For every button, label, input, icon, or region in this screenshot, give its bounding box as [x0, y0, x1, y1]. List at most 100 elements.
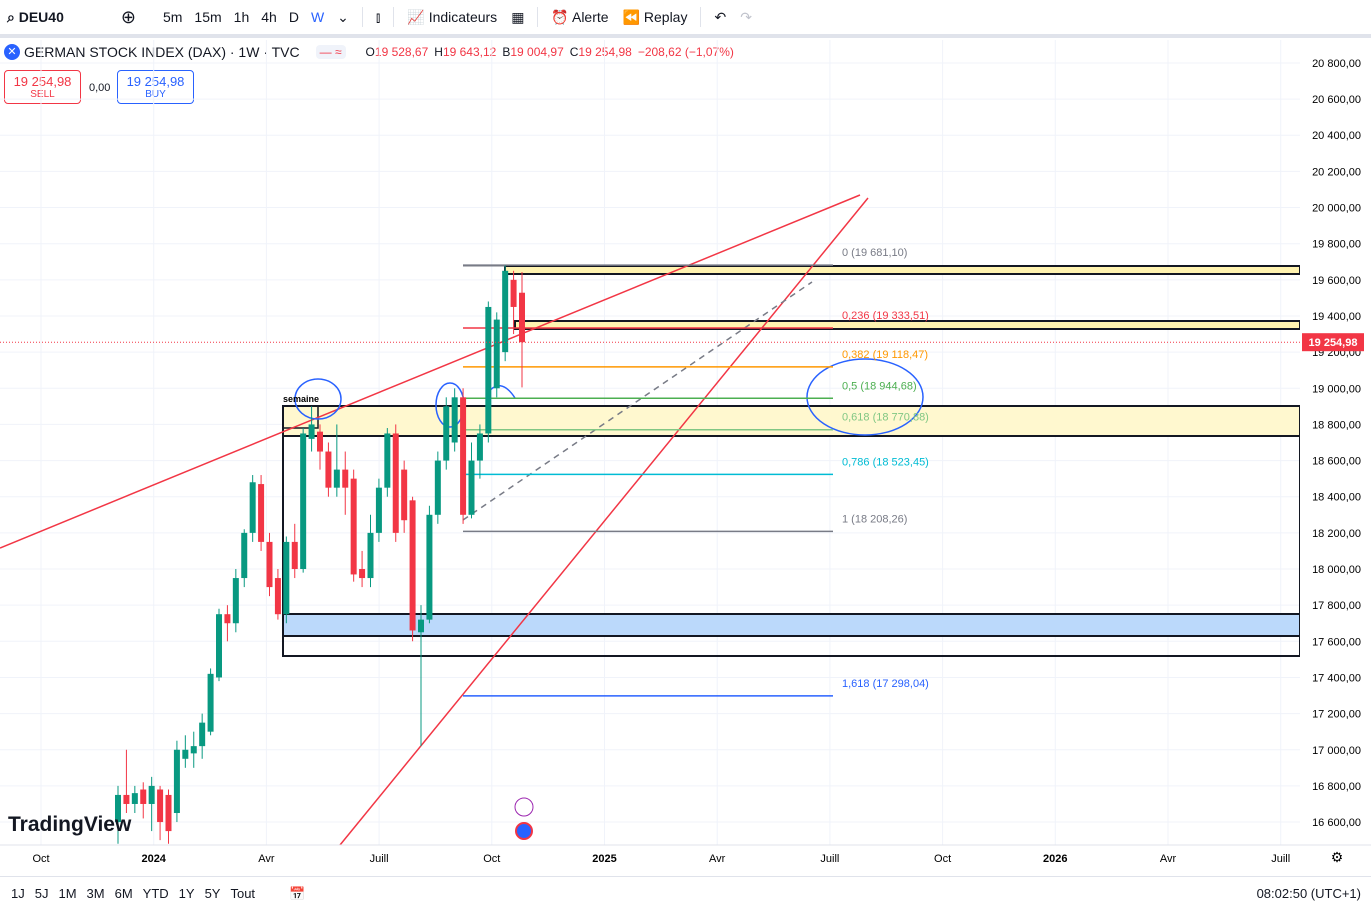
event-icon[interactable]	[515, 822, 533, 840]
interval[interactable]: W	[310, 9, 325, 25]
y-tick-label: 20 000,00	[1312, 203, 1361, 215]
candle-body	[384, 433, 391, 488]
y-tick-label: 19 800,00	[1312, 239, 1361, 251]
candle-body	[274, 578, 281, 615]
candle-body	[148, 785, 155, 804]
symbol-logo: ✕	[4, 44, 20, 60]
x-tick-label: Juill	[1271, 853, 1290, 865]
blue-zone	[282, 613, 1301, 637]
range[interactable]: 3M	[86, 886, 105, 901]
x-tick-label: Oct	[934, 853, 951, 865]
candle-body	[325, 451, 332, 488]
y-tick-label: 19 600,00	[1312, 275, 1361, 287]
y-tick-label: 16 600,00	[1312, 817, 1361, 829]
interval[interactable]: 15m	[194, 9, 222, 25]
date-range[interactable]: 📅	[289, 885, 306, 901]
redo[interactable]: ↷	[740, 8, 752, 25]
symbol-search[interactable]: ⌕ DEU40	[7, 8, 64, 25]
candle-body	[493, 319, 500, 389]
range[interactable]: Tout	[230, 886, 256, 901]
candle-body	[182, 749, 189, 759]
candle-body	[392, 433, 399, 533]
candle-body	[333, 469, 340, 488]
candle-body	[258, 484, 265, 542]
sell-label[interactable]: SELL	[30, 89, 55, 100]
interval[interactable]: 4h	[261, 9, 277, 25]
settings-icon[interactable]: ⚙	[1331, 849, 1344, 865]
range[interactable]: 1Y	[178, 886, 195, 901]
ohlc-key: C	[569, 45, 579, 59]
candle-body	[485, 306, 492, 434]
range[interactable]: 1M	[58, 886, 77, 901]
candle-body	[350, 478, 357, 575]
candle-body	[131, 793, 138, 804]
candle-body	[359, 569, 366, 579]
circle-drawing	[806, 358, 924, 436]
y-tick-label: 18 200,00	[1312, 528, 1361, 540]
range[interactable]: 5J	[34, 886, 49, 901]
fib-label: 0 (19 681,10)	[842, 247, 907, 259]
range[interactable]: 5Y	[204, 886, 221, 901]
fib-label: 0,618 (18 770,88)	[842, 412, 929, 424]
candle-body	[140, 789, 147, 804]
legend-toggle[interactable]: — ≈	[315, 45, 346, 59]
symbol[interactable]: DEU40	[18, 8, 64, 25]
event-icons	[514, 797, 534, 840]
interval[interactable]: 5m	[162, 9, 183, 25]
candle-body	[367, 532, 374, 579]
range[interactable]: 6M	[114, 886, 133, 901]
candle-body	[199, 722, 206, 747]
y-tick-label: 17 200,00	[1312, 709, 1361, 721]
range[interactable]: YTD	[142, 886, 169, 901]
indicators[interactable]: Indicateurs	[428, 8, 498, 25]
y-tick-label: 19 400,00	[1312, 311, 1361, 323]
add-symbol[interactable]: ⊕	[120, 6, 136, 27]
chart-type[interactable]: ⫾	[375, 8, 381, 25]
x-tick-label: Avr	[1160, 853, 1177, 865]
y-tick-label: 18 600,00	[1312, 456, 1361, 468]
candle-body	[115, 794, 121, 823]
replay[interactable]: Replay	[643, 8, 688, 25]
alert-button[interactable]: ⏰ Alerte	[551, 8, 609, 25]
candles: 0 (19 681,10) 0,236 (19 333,51) 0,382 (19 …	[0, 247, 1300, 844]
candle-body	[308, 424, 315, 439]
ranges: 1J 5J 1M 3M 6M YTD 1Y 5Y Tout	[6, 886, 260, 901]
ohlc-value: 19 643,12	[442, 45, 497, 59]
fib-label: 0,236 (19 333,51)	[842, 310, 929, 322]
buy-label[interactable]: BUY	[145, 89, 166, 100]
fib-label: 0,5 (18 944,68)	[842, 380, 917, 392]
candle-body	[460, 397, 467, 515]
buy-button[interactable]: 19 254,98 BUY	[117, 70, 194, 104]
y-tick-label: 18 000,00	[1312, 564, 1361, 576]
candle-body	[123, 794, 130, 804]
replay-button[interactable]: ⏪ Replay	[622, 8, 688, 25]
interval-menu[interactable]: ⌄	[337, 8, 349, 25]
range[interactable]: 1J	[11, 886, 25, 901]
bottom-bar: 1J 5J 1M 3M 6M YTD 1Y 5Y Tout 📅 08:02:50 (UTC+1)	[0, 876, 1371, 910]
candle-body	[401, 469, 408, 521]
candle-body	[300, 433, 307, 570]
candle-body	[451, 397, 458, 443]
ohlc-value: 19 528,67	[374, 45, 429, 59]
interval[interactable]: 1h	[233, 9, 250, 25]
event-icon[interactable]	[514, 797, 534, 817]
y-tick-label: 17 400,00	[1312, 672, 1361, 684]
interval[interactable]: D	[288, 9, 299, 25]
sell-price[interactable]: 19 254,98	[13, 74, 72, 89]
x-tick-label: 2026	[1043, 853, 1067, 865]
undo[interactable]: ↶	[714, 8, 727, 25]
yellow-zone	[504, 265, 1301, 275]
indicators-button[interactable]: 📈 Indicateurs	[407, 8, 498, 25]
layouts[interactable]: ▦	[511, 8, 525, 25]
fib-label: 0,382 (19 118,47)	[842, 349, 928, 361]
buy-price[interactable]: 19 254,98	[126, 74, 185, 89]
y-tick-label: 17 600,00	[1312, 636, 1361, 648]
fib-label: 1,618 (17 298,04)	[842, 678, 929, 690]
candle-body	[317, 431, 323, 452]
candle-body	[502, 270, 509, 353]
sell-button[interactable]: 19 254,98 SELL	[4, 70, 81, 104]
alert[interactable]: Alerte	[571, 8, 609, 25]
fib-label: 1 (18 208,26)	[842, 513, 907, 525]
candle-body	[173, 749, 180, 814]
spread: 0,00	[89, 82, 111, 94]
